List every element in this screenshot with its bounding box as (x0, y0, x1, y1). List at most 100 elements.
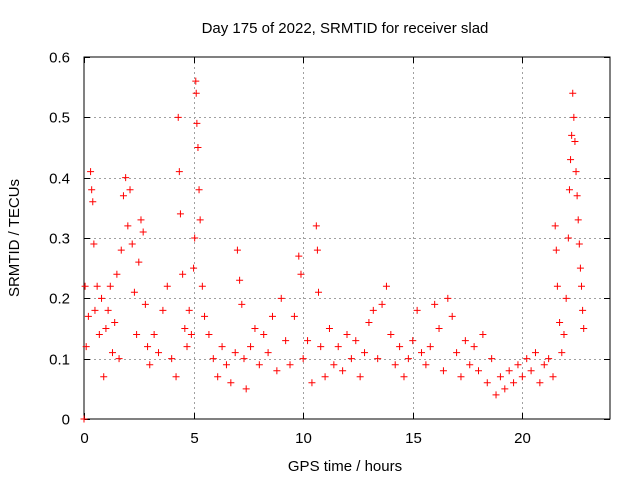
data-point (88, 186, 96, 194)
data-point (128, 240, 136, 248)
x-axis-label: GPS time / hours (288, 458, 402, 475)
data-point (518, 373, 526, 381)
data-point (579, 306, 587, 314)
y-axis-label: SRMTID / TECUs (6, 179, 23, 297)
data-point (391, 361, 399, 369)
x-tick-label: 5 (190, 430, 198, 447)
y-tick-label: 0 (62, 412, 70, 429)
data-point (218, 343, 226, 351)
data-point (277, 294, 285, 302)
data-point (334, 343, 342, 351)
data-point (299, 355, 307, 363)
data-point (144, 343, 152, 351)
data-point (82, 343, 90, 351)
data-point (163, 282, 171, 290)
data-point (209, 355, 217, 363)
data-point (448, 312, 456, 320)
data-point (192, 77, 200, 85)
data-point (222, 361, 230, 369)
data-point (325, 325, 333, 332)
data-point (104, 306, 112, 314)
data-point (567, 156, 575, 164)
data-point (457, 373, 465, 381)
data-point (115, 355, 123, 363)
data-point (187, 331, 195, 339)
data-point (174, 113, 182, 121)
data-point (568, 131, 576, 139)
data-point (551, 222, 559, 230)
data-point (536, 379, 544, 387)
data-point (461, 337, 469, 345)
data-point (321, 373, 329, 381)
data-point (330, 361, 338, 369)
data-point (95, 331, 103, 339)
data-point (93, 282, 101, 290)
data-point (198, 282, 206, 290)
data-point (387, 331, 395, 339)
y-tick-label: 0.6 (49, 50, 70, 67)
data-point (378, 300, 386, 308)
data-point (369, 306, 377, 314)
data-point (466, 361, 474, 369)
data-point (260, 331, 268, 339)
data-point (297, 270, 305, 278)
data-point (190, 264, 198, 272)
data-point (117, 246, 125, 254)
data-point (194, 144, 202, 151)
x-tick-label: 0 (80, 430, 88, 447)
x-tick-label: 20 (514, 430, 531, 447)
chart-title: Day 175 of 2022, SRMTID for receiver sla… (202, 20, 489, 37)
data-point (304, 337, 312, 345)
data-point (176, 210, 184, 218)
data-point (155, 349, 163, 357)
data-point (574, 216, 582, 224)
data-point (183, 343, 191, 351)
data-point (501, 385, 509, 393)
data-point (312, 222, 320, 230)
data-point (558, 349, 566, 357)
data-point (453, 349, 461, 357)
data-point (488, 355, 496, 363)
data-point (540, 361, 548, 369)
data-point (91, 306, 99, 314)
data-point (439, 367, 447, 375)
data-point (374, 355, 382, 363)
data-point (236, 276, 244, 284)
data-point (205, 331, 213, 339)
y-tick-label: 0.3 (49, 231, 70, 248)
data-point (315, 288, 323, 296)
data-point (175, 168, 183, 176)
data-point (126, 186, 134, 194)
data-point (413, 306, 421, 314)
data-point (133, 331, 141, 339)
data-point (135, 258, 143, 266)
data-point (227, 379, 235, 387)
data-point (365, 318, 373, 326)
data-points (80, 77, 588, 423)
data-point (108, 349, 116, 357)
data-point (396, 343, 404, 351)
data-point (580, 325, 588, 332)
data-point (268, 312, 276, 320)
data-point (192, 89, 200, 97)
data-point (382, 282, 390, 290)
data-point (273, 367, 281, 375)
data-point (510, 379, 518, 387)
data-point (343, 331, 351, 339)
data-point (409, 337, 417, 345)
data-point (100, 373, 108, 381)
data-point (308, 379, 316, 387)
data-point (264, 349, 272, 357)
data-point (231, 349, 239, 357)
data-point (282, 337, 290, 345)
data-point (139, 228, 147, 236)
data-point (295, 252, 303, 260)
axis-ticks: 0 0.1 0.2 0.3 0.4 0.5 0.6 0 5 10 15 20 (49, 50, 610, 447)
data-point (479, 331, 487, 339)
data-point (553, 282, 561, 290)
data-point (404, 355, 412, 363)
data-point (179, 270, 187, 278)
data-point (564, 234, 572, 242)
data-point (565, 186, 573, 194)
